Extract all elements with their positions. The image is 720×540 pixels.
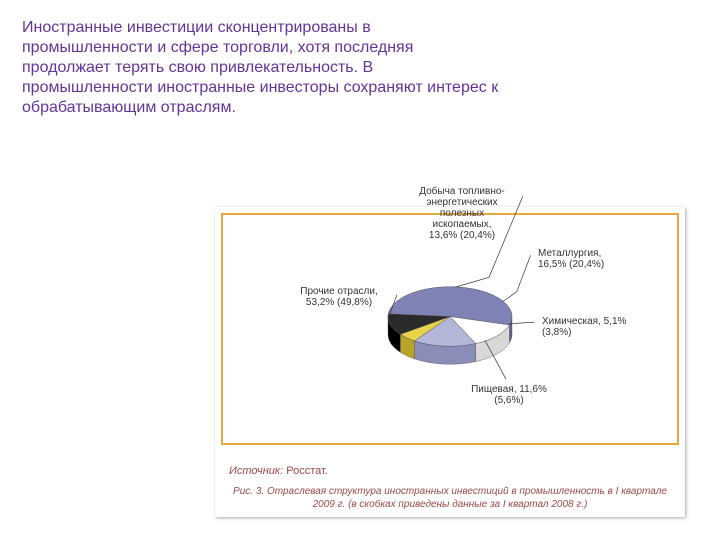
chart-caption: Рис. 3. Отраслевая структура иностранных… bbox=[225, 486, 675, 511]
source-value: Росстат. bbox=[286, 465, 328, 477]
slice-label: Пищевая, 11,6%(5,6%) bbox=[454, 384, 564, 406]
slice-label: Добыча топливно-энергетическихполезныхис… bbox=[402, 186, 522, 241]
slice-label: Прочие отрасли,53,2% (49,8%) bbox=[284, 286, 394, 308]
source-label: Источник: bbox=[229, 465, 283, 477]
chart-frame: Прочие отрасли,53,2% (49,8%)Добыча топли… bbox=[221, 213, 679, 445]
chart-source: Источник: Росстат. bbox=[229, 465, 328, 477]
intro-paragraph: Иностранные инвестиции сконцентрированы … bbox=[22, 18, 502, 118]
chart-card: Прочие отрасли,53,2% (49,8%)Добыча топли… bbox=[215, 207, 685, 517]
page: Иностранные инвестиции сконцентрированы … bbox=[0, 0, 720, 540]
slice-label: Металлургия,16,5% (20,4%) bbox=[538, 248, 648, 270]
slice-label: Химическая, 5,1%(3,8%) bbox=[542, 316, 662, 338]
